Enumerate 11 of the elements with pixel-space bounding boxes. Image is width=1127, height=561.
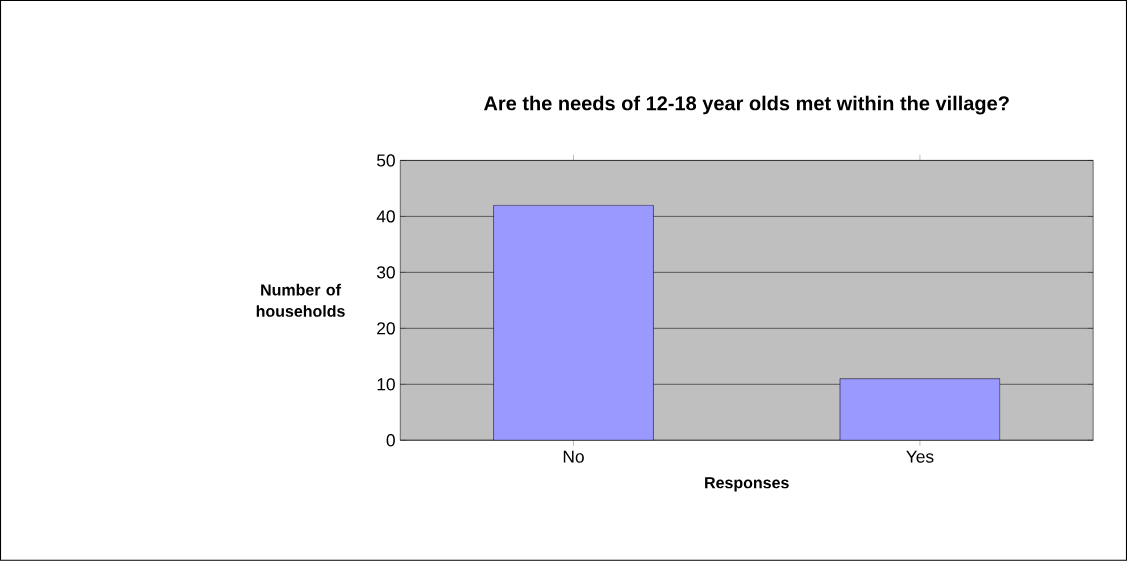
y-tick-label: 0 xyxy=(386,434,395,447)
y-tick-label: 50 xyxy=(376,154,395,167)
y-tick-label: 30 xyxy=(376,266,395,279)
x-tick-label: No xyxy=(563,450,584,463)
x-tick-label: Yes xyxy=(906,450,934,463)
y-tick-label: 20 xyxy=(377,322,395,335)
chart-title: Are the needs of 12-18 year olds met within the village? xyxy=(483,95,1009,115)
y-tick-label: 10 xyxy=(377,378,395,391)
x-axis-title: Responses xyxy=(705,477,789,492)
y-tick-label: 40 xyxy=(376,210,395,223)
y-axis-title: Number of households xyxy=(256,283,345,317)
